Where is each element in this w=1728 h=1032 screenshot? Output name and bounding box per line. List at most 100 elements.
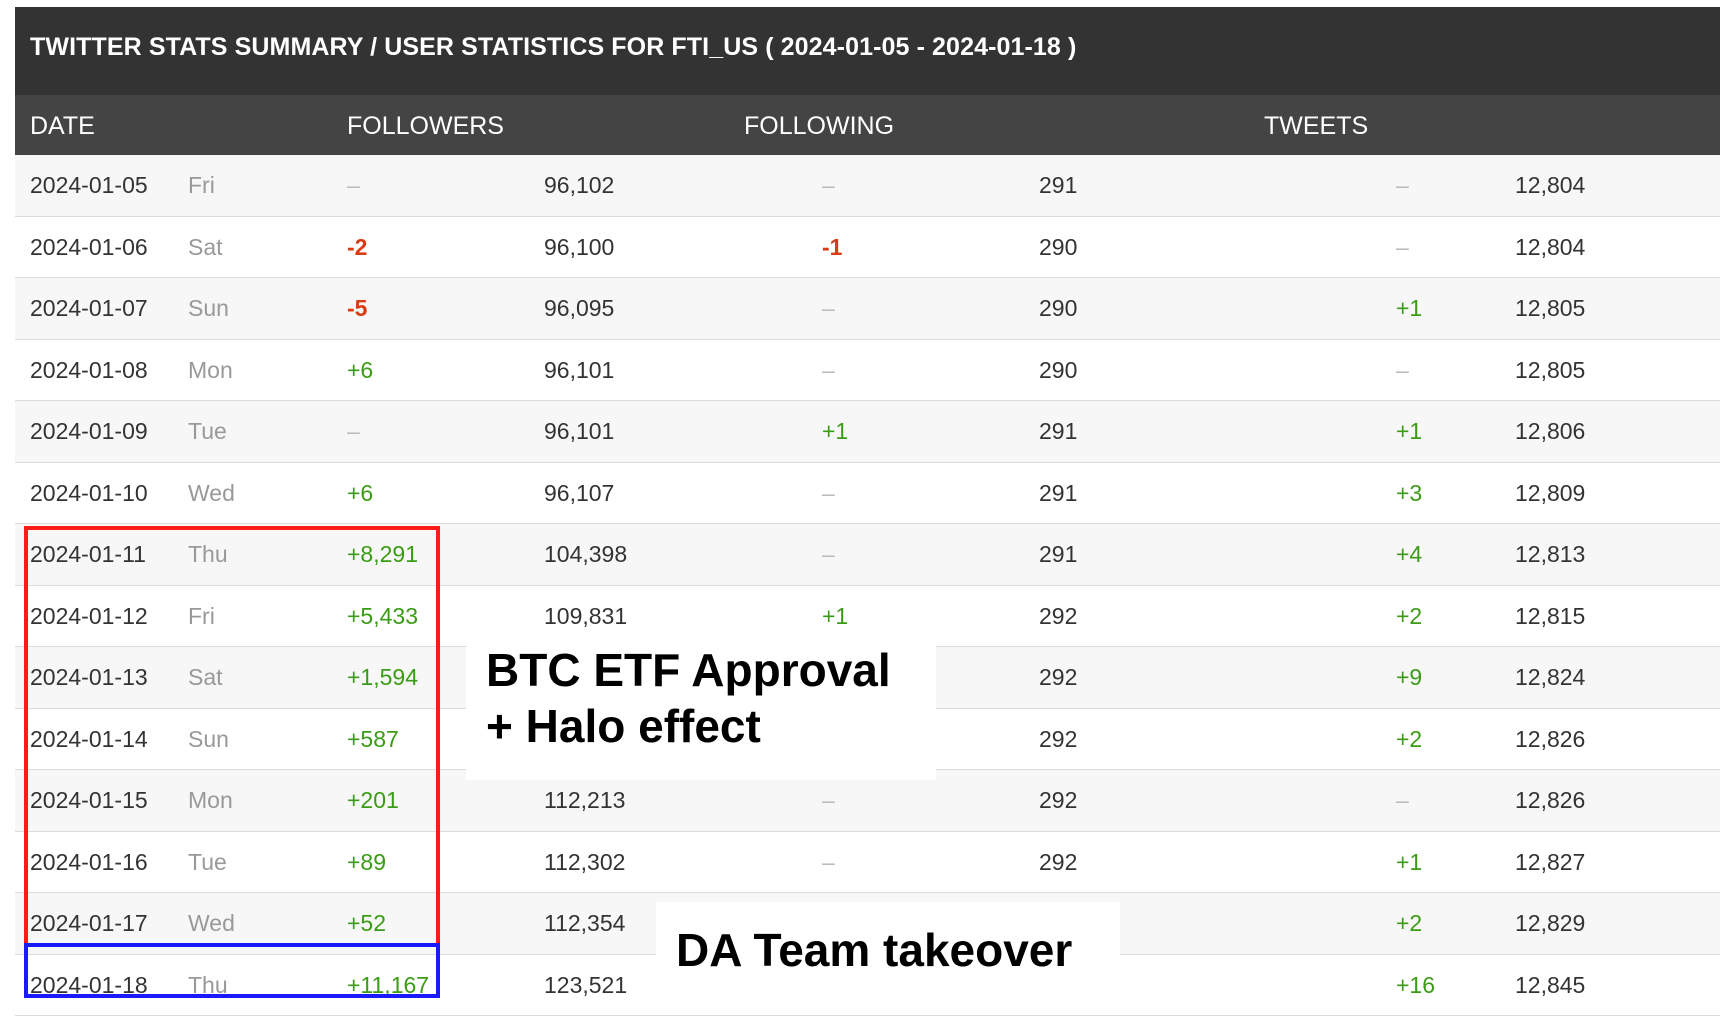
following-change-cell: – [822,172,835,198]
following-change-cell: +1 [822,418,849,444]
tweets-change-cell: +2 [1396,602,1423,629]
column-header-followers[interactable]: FOLLOWERS [347,112,504,140]
tweets-count-cell: 12,829 [1515,910,1586,936]
tweets-change-cell: – [1396,356,1409,383]
date-cell: 2024-01-11 [30,541,146,567]
table-row: 2024-01-08 Mon +6 96,101 – 290 – 12,805 [15,339,1720,401]
following-count-cell: 292 [1039,725,1078,752]
annotation-btc-etf: BTC ETF Approval + Halo effect [466,628,936,780]
column-header-following[interactable]: FOLLOWING [744,112,895,140]
tweets-count-cell: 12,805 [1515,295,1586,321]
followers-count-cell: 112,354 [544,910,626,936]
following-count-cell: 292 [1039,848,1078,875]
following-change-cell: – [822,295,835,321]
tweets-change-cell: – [1396,233,1409,260]
column-header-tweets[interactable]: TWEETS [1264,112,1369,140]
following-count-cell: 291 [1039,418,1078,444]
tweets-count-cell: 12,804 [1515,233,1586,260]
tweets-count-cell: 12,824 [1515,664,1586,690]
table-row: 2024-01-06 Sat -2 96,100 -1 290 – 12,804 [15,216,1720,278]
following-change-cell: – [822,479,835,506]
following-change-cell: -1 [822,233,843,260]
date-cell: 2024-01-08 [30,356,148,383]
day-cell: Sun [188,725,229,752]
day-cell: Mon [188,356,233,383]
date-cell: 2024-01-10 [30,479,148,506]
tweets-count-cell: 12,806 [1515,418,1586,444]
day-cell: Sat [188,664,223,690]
annotation-da-team: DA Team takeover [656,902,1120,998]
followers-count-cell: 96,101 [544,418,615,444]
following-change-cell: +1 [822,602,849,629]
stats-panel: TWITTER STATS SUMMARY / USER STATISTICS … [15,7,1720,1016]
followers-count-cell: 96,095 [544,295,615,321]
day-cell: Wed [188,479,235,506]
followers-change-cell: +201 [347,787,399,813]
following-count-cell: 290 [1039,233,1078,260]
day-cell: Thu [188,541,228,567]
date-cell: 2024-01-18 [30,971,148,998]
followers-change-cell: +5,433 [347,602,418,629]
date-cell: 2024-01-13 [30,664,148,690]
followers-change-cell: – [347,172,360,198]
date-cell: 2024-01-05 [30,172,148,198]
date-cell: 2024-01-06 [30,233,148,260]
followers-change-cell: -5 [347,295,368,321]
day-cell: Fri [188,172,215,198]
tweets-count-cell: 12,813 [1515,541,1586,567]
followers-change-cell: +11,167 [347,971,430,998]
followers-count-cell: 96,102 [544,172,615,198]
annotation-line: + Halo effect [486,700,761,752]
date-cell: 2024-01-09 [30,418,148,444]
tweets-count-cell: 12,805 [1515,356,1586,383]
followers-change-cell: +52 [347,910,387,936]
date-cell: 2024-01-14 [30,725,148,752]
following-count-cell: 292 [1039,787,1078,813]
tweets-change-cell: +3 [1396,479,1423,506]
table-row: 2024-01-15 Mon +201 112,213 – 292 – 12,826 [15,770,1720,832]
followers-count-cell: 112,302 [544,848,626,875]
followers-change-cell: +8,291 [347,541,418,567]
tweets-change-cell: +9 [1396,664,1423,690]
table-row: 2024-01-16 Tue +89 112,302 – 292 +1 12,827 [15,831,1720,893]
tweets-count-cell: 12,809 [1515,479,1586,506]
following-count-cell: 291 [1039,541,1078,567]
day-cell: Fri [188,602,215,629]
page-title: TWITTER STATS SUMMARY / USER STATISTICS … [15,7,1720,95]
following-change-cell: – [822,787,835,813]
followers-change-cell: +6 [347,356,374,383]
tweets-change-cell: +4 [1396,541,1423,567]
following-change-cell: – [822,848,835,875]
followers-change-cell: +1,594 [347,664,418,690]
day-cell: Tue [188,848,227,875]
date-cell: 2024-01-12 [30,602,148,629]
followers-count-cell: 96,100 [544,233,615,260]
tweets-count-cell: 12,845 [1515,971,1586,998]
following-count-cell: 290 [1039,356,1078,383]
followers-change-cell: +89 [347,848,387,875]
date-cell: 2024-01-07 [30,295,148,321]
tweets-change-cell: – [1396,172,1409,198]
tweets-change-cell: +1 [1396,295,1423,321]
following-count-cell: 292 [1039,602,1078,629]
day-cell: Sun [188,295,229,321]
following-count-cell: 291 [1039,479,1078,506]
table-row: 2024-01-05 Fri – 96,102 – 291 – 12,804 [15,155,1720,217]
followers-change-cell: +587 [347,725,399,752]
tweets-count-cell: 12,827 [1515,848,1586,875]
day-cell: Mon [188,787,233,813]
tweets-count-cell: 12,826 [1515,787,1586,813]
tweets-count-cell: 12,826 [1515,725,1586,752]
followers-count-cell: 104,398 [544,541,628,567]
annotation-line: BTC ETF Approval [486,644,891,696]
followers-count-cell: 96,101 [544,356,615,383]
following-change-cell: – [822,541,835,567]
tweets-change-cell: +1 [1396,418,1423,444]
followers-change-cell: +6 [347,479,374,506]
tweets-change-cell: +16 [1396,971,1436,998]
date-cell: 2024-01-17 [30,910,148,936]
column-header-date[interactable]: DATE [30,112,95,140]
day-cell: Thu [188,971,228,998]
following-count-cell: 292 [1039,664,1078,690]
day-cell: Sat [188,233,223,260]
